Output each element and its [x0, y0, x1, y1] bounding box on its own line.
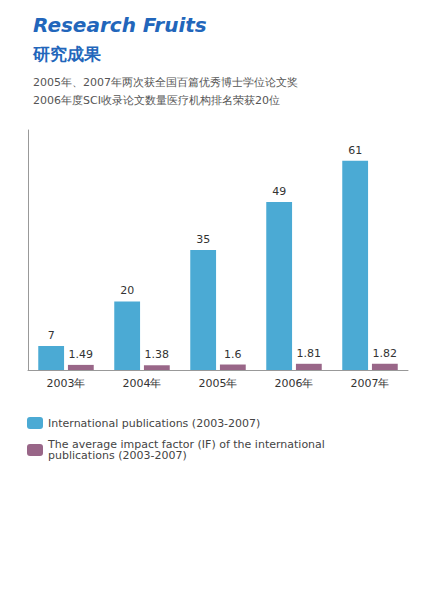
svg-text:61: 61 [348, 144, 362, 157]
svg-text:2006年: 2006年 [275, 377, 314, 390]
svg-text:1.6: 1.6 [224, 348, 242, 361]
svg-text:1.49: 1.49 [69, 348, 94, 361]
svg-text:20: 20 [120, 284, 134, 297]
svg-text:1.38: 1.38 [145, 348, 170, 361]
svg-text:1.81: 1.81 [297, 347, 322, 360]
svg-text:7: 7 [48, 329, 55, 342]
svg-text:1.82: 1.82 [373, 347, 398, 360]
svg-text:publications (2003-2007): publications (2003-2007) [48, 449, 187, 462]
svg-text:2005年: 2005年 [199, 377, 238, 390]
svg-text:2006年度SCI收录论文数量医疗机构排名荣获20位: 2006年度SCI收录论文数量医疗机构排名荣获20位 [33, 94, 280, 107]
svg-text:Research Fruits: Research Fruits [33, 13, 207, 37]
svg-text:The average impact factor (IF): The average impact factor (IF) of the in… [48, 438, 329, 451]
svg-text:2003年: 2003年 [47, 377, 86, 390]
svg-text:研究成果: 研究成果 [32, 44, 102, 64]
svg-text:International publications (20: International publications (2003-2007) [48, 417, 260, 430]
svg-text:2005年、2007年两次获全国百篇优秀博士学位论文奖: 2005年、2007年两次获全国百篇优秀博士学位论文奖 [33, 76, 298, 89]
svg-text:35: 35 [196, 233, 210, 246]
svg-text:49: 49 [272, 185, 286, 198]
svg-text:2007年: 2007年 [351, 377, 390, 390]
svg-text:2004年: 2004年 [123, 377, 162, 390]
